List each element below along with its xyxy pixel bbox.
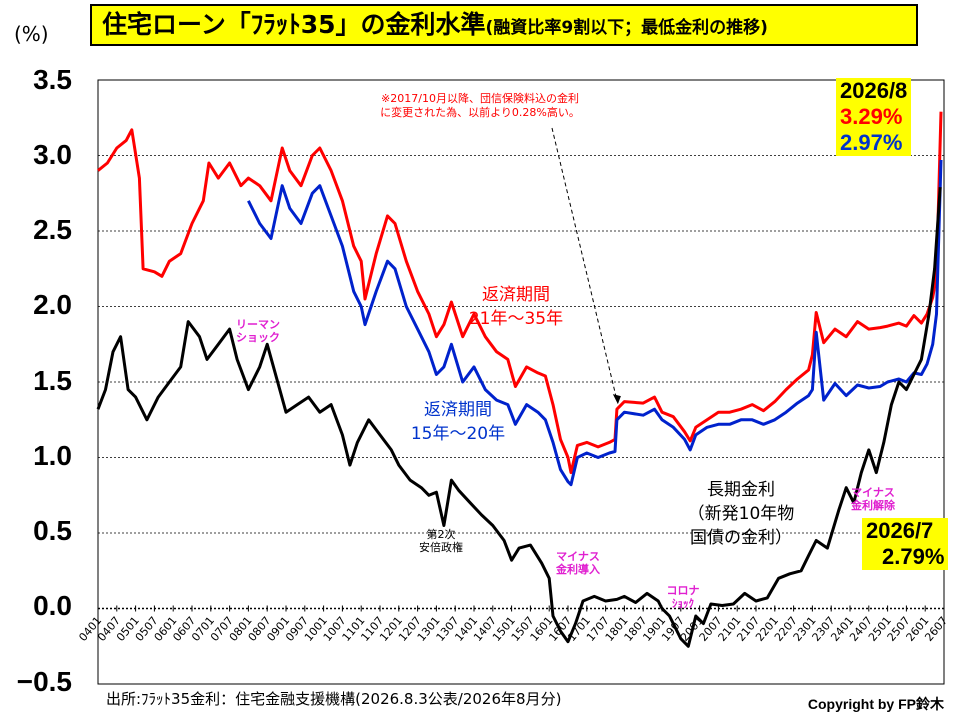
y-tick-label: 1.5 — [33, 365, 72, 396]
chart-title: 住宅ローン「ﾌﾗｯﾄ35」の金利水準(融資比率9割以下；最低金利の推移) — [90, 4, 918, 46]
annotation-note-line2: に変更された為、以前より0.28%高い。 — [380, 106, 580, 119]
series-line-2 — [96, 187, 942, 648]
abe-label-line2: 安倍政権 — [419, 541, 463, 554]
y-tick-label: 1.0 — [33, 440, 72, 471]
series-line-0 — [97, 111, 943, 475]
latest-flat35-red-value: 3.29% — [840, 104, 903, 129]
negative-rate-start-line1: マイナス — [556, 550, 600, 563]
black-series-label-line3: 国債の金利） — [690, 528, 792, 548]
annotation-arrowhead — [612, 394, 621, 405]
negative-rate-end-line2: 金利解除 — [851, 499, 895, 512]
black-series-label-line1: 長期金利 — [707, 480, 775, 500]
source-credit: 出所:ﾌﾗｯﾄ35金利：住宅金融支援機構(2026.8.3公表/2026年8月分… — [106, 690, 562, 708]
y-tick-label: −0.5 — [16, 666, 72, 697]
y-tick-label: 2.0 — [33, 289, 72, 320]
corona-label-line1: コロナ — [666, 584, 700, 597]
lehman-shock-label: リーマン ショック — [228, 318, 288, 344]
blue-series-label-line1: 返済期間 — [424, 400, 492, 420]
chart-gridlines — [97, 79, 945, 685]
y-tick-label: 2.5 — [33, 214, 72, 245]
black-series-label-line2: （新発10年物 — [687, 504, 795, 524]
x-axis-tick-labels: 0401040705010507060106070701070708010807… — [76, 605, 950, 644]
y-tick-label: 0.0 — [33, 590, 72, 621]
series-line-1 — [247, 159, 943, 487]
red-series-label-line1: 返済期間 — [482, 285, 550, 305]
latest-jgb-tag: 2026/7 2.79% — [862, 518, 949, 570]
chart-series-lines — [96, 111, 943, 648]
negative-rate-start-label: マイナス 金利導入 — [546, 550, 610, 576]
negative-rate-end-label: マイナス 金利解除 — [842, 486, 904, 512]
y-axis-unit-label: (%) — [14, 22, 49, 46]
annotation-note-line1: ※2017/10月以降、団信保険料込の金利 — [381, 92, 579, 105]
latest-flat35-tag: 2026/8 3.29% 2.97% — [836, 78, 912, 156]
annotation-arrow — [551, 127, 618, 401]
lehman-label-line2: ショック — [236, 331, 280, 344]
y-tick-label: 0.5 — [33, 515, 72, 546]
blue-series-label-line2: 15年～20年 — [410, 424, 506, 444]
corona-label-line2: ｼｮｯｸ — [672, 597, 694, 610]
latest-flat35-blue-value: 2.97% — [840, 130, 903, 155]
corona-shock-label: コロナ ｼｮｯｸ — [658, 584, 708, 610]
y-tick-label: 3.5 — [33, 64, 72, 95]
abe-label-line1: 第2次 — [426, 528, 456, 541]
copyright-text: Copyright by FP鈴木 — [807, 696, 944, 712]
annotation-note: ※2017/10月以降、団信保険料込の金利 に変更された為、以前より0.28%高… — [330, 92, 630, 120]
lehman-label-line1: リーマン — [236, 318, 280, 331]
black-series-label: 長期金利 （新発10年物 国債の金利） — [676, 478, 806, 550]
latest-flat35-date: 2026/8 — [840, 78, 908, 103]
latest-jgb-value: 2.79% — [882, 544, 945, 569]
latest-jgb-date: 2026/7 — [866, 518, 934, 543]
abe-government-label: 第2次 安倍政権 — [406, 528, 476, 554]
red-series-label-line2: 21年～35年 — [468, 309, 564, 329]
blue-series-label: 返済期間 15年～20年 — [396, 398, 520, 446]
red-series-label: 返済期間 21年～35年 — [456, 283, 576, 331]
chart-title-sub: (融資比率9割以下；最低金利の推移) — [485, 18, 768, 38]
y-tick-label: 3.0 — [33, 139, 72, 170]
chart-title-main: 住宅ローン「ﾌﾗｯﾄ35」の金利水準 — [102, 10, 486, 39]
negative-rate-start-line2: 金利導入 — [556, 563, 600, 576]
negative-rate-end-line1: マイナス — [851, 486, 895, 499]
